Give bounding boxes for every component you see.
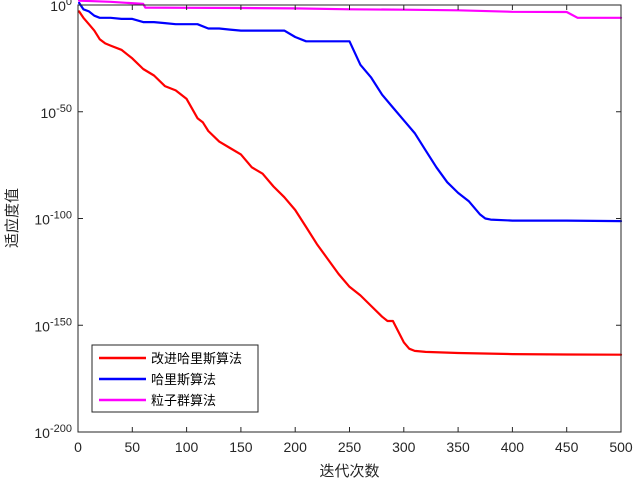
legend-label-2: 哈里斯算法 — [151, 373, 216, 388]
y-tick-label: 10-50 — [41, 103, 72, 121]
y-tick-label: 10-200 — [34, 423, 72, 441]
x-tick-label: 100 — [175, 439, 199, 455]
y-axis-title: 适应度值 — [3, 188, 21, 248]
series-line-2 — [77, 1, 623, 223]
x-axis-title: 迭代次数 — [319, 462, 379, 480]
x-tick-label: 150 — [229, 439, 253, 455]
legend-label-1: 改进哈里斯算法 — [151, 352, 242, 367]
x-tick-label: 200 — [284, 439, 308, 455]
y-tick-label: 100 — [50, 0, 72, 14]
x-tick-label: 450 — [555, 439, 579, 455]
x-tick-label: 250 — [338, 439, 362, 455]
x-tick-label: 300 — [392, 439, 416, 455]
x-tick-label: 400 — [501, 439, 525, 455]
y-axis-ticks: 100 10-50 10-100 10-150 10-200 — [34, 0, 621, 441]
x-tick-label: 350 — [446, 439, 470, 455]
x-axis-ticks: 0 50 100 150 200 250 300 350 400 450 500 — [74, 5, 633, 455]
x-tick-label: 50 — [125, 439, 141, 455]
series-line-1 — [77, 10, 623, 356]
y-tick-label: 10-100 — [34, 210, 72, 228]
x-tick-label: 0 — [74, 439, 82, 455]
legend-label-3: 粒子群算法 — [151, 394, 216, 409]
y-tick-label: 10-150 — [34, 316, 72, 334]
x-tick-label: 500 — [609, 439, 633, 455]
